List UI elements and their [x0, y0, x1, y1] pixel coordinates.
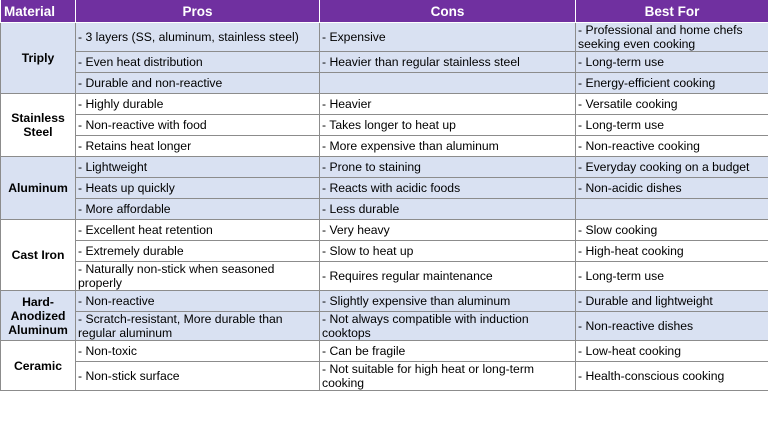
table-row: - Extremely durable - Slow to heat up - … — [1, 240, 768, 262]
cons-cell: - Slightly expensive than aluminum — [319, 290, 576, 312]
pros-cell: - Scratch-resistant, More durable than r… — [75, 311, 320, 341]
pros-cell: - Retains heat longer — [75, 135, 320, 157]
table-row: - Retains heat longer - More expensive t… — [1, 135, 768, 157]
cons-cell: - Prone to staining — [319, 156, 576, 178]
best-for-cell: - Energy-efficient cooking — [575, 72, 768, 94]
header-pros: Pros — [75, 0, 320, 23]
pros-cell: - Heats up quickly — [75, 177, 320, 199]
best-for-cell: - Durable and lightweight — [575, 290, 768, 312]
cons-cell: - Not suitable for high heat or long-ter… — [319, 361, 576, 391]
cons-cell: - Heavier than regular stainless steel — [319, 51, 576, 73]
header-best-for: Best For — [575, 0, 768, 23]
cons-cell: - Less durable — [319, 198, 576, 220]
cons-cell: - More expensive than aluminum — [319, 135, 576, 157]
material-cell: Stainless Steel — [0, 93, 76, 157]
cookware-comparison-table: Material Pros Cons Best For Triply - 3 l… — [0, 0, 768, 391]
table-row: - Naturally non-stick when seasoned prop… — [1, 261, 768, 291]
cons-cell: - Expensive — [319, 22, 576, 52]
pros-cell: - Extremely durable — [75, 240, 320, 262]
pros-cell: - Highly durable — [75, 93, 320, 115]
best-for-cell: - Non-reactive dishes — [575, 311, 768, 341]
best-for-cell: - Long-term use — [575, 261, 768, 291]
best-for-cell: - Non-acidic dishes — [575, 177, 768, 199]
pros-cell: - Non-reactive with food — [75, 114, 320, 136]
table-row: Hard-Anodized Aluminum - Non-reactive - … — [0, 290, 768, 341]
pros-cell: - Even heat distribution — [75, 51, 320, 73]
table-row: - Non-reactive with food - Takes longer … — [1, 114, 768, 136]
pros-cell: - Durable and non-reactive — [75, 72, 320, 94]
table-row: - More affordable - Less durable — [1, 198, 768, 220]
pros-cell: - More affordable — [75, 198, 320, 220]
material-cell: Hard-Anodized Aluminum — [0, 290, 76, 341]
cons-cell: - Takes longer to heat up — [319, 114, 576, 136]
material-cell: Ceramic — [0, 340, 76, 391]
cons-cell: - Not always compatible with induction c… — [319, 311, 576, 341]
cons-cell: - Reacts with acidic foods — [319, 177, 576, 199]
best-for-cell: - Versatile cooking — [575, 93, 768, 115]
cons-cell: - Heavier — [319, 93, 576, 115]
cons-cell: - Very heavy — [319, 219, 576, 241]
header-material: Material — [0, 0, 76, 23]
pros-cell: - Naturally non-stick when seasoned prop… — [75, 261, 320, 291]
table-row: Ceramic - Non-toxic - Can be fragile - L… — [0, 340, 768, 391]
table-row: - Durable and non-reactive - Energy-effi… — [1, 72, 768, 94]
best-for-cell: - Low-heat cooking — [575, 340, 768, 362]
pros-cell: - Non-reactive — [75, 290, 320, 312]
best-for-cell: - High-heat cooking — [575, 240, 768, 262]
table-row: Stainless Steel - Highly durable - Heavi… — [0, 93, 768, 157]
header-cons: Cons — [319, 0, 576, 23]
material-cell: Aluminum — [0, 156, 76, 220]
header-row: Material Pros Cons Best For — [0, 0, 768, 23]
pros-cell: - 3 layers (SS, aluminum, stainless stee… — [75, 22, 320, 52]
table-row: - Heats up quickly - Reacts with acidic … — [1, 177, 768, 199]
best-for-cell: - Non-reactive cooking — [575, 135, 768, 157]
best-for-cell: - Long-term use — [575, 51, 768, 73]
pros-cell: - Non-stick surface — [75, 361, 320, 391]
table-row: - Non-stick surface - Not suitable for h… — [1, 361, 768, 391]
table-row: Cast Iron - Excellent heat retention - V… — [0, 219, 768, 291]
table-row: Aluminum - Lightweight - Prone to staini… — [0, 156, 768, 220]
pros-cell: - Non-toxic — [75, 340, 320, 362]
cons-cell: - Slow to heat up — [319, 240, 576, 262]
pros-cell: - Excellent heat retention — [75, 219, 320, 241]
cons-cell: - Can be fragile — [319, 340, 576, 362]
best-for-cell: - Health-conscious cooking — [575, 361, 768, 391]
best-for-cell: - Long-term use — [575, 114, 768, 136]
best-for-cell: - Everyday cooking on a budget — [575, 156, 768, 178]
material-cell: Triply — [0, 22, 76, 94]
best-for-cell — [575, 198, 768, 220]
pros-cell: - Lightweight — [75, 156, 320, 178]
table-row: Triply - 3 layers (SS, aluminum, stainle… — [0, 22, 768, 94]
best-for-cell: - Slow cooking — [575, 219, 768, 241]
best-for-cell: - Professional and home chefs seeking ev… — [575, 22, 768, 52]
table-row: - Scratch-resistant, More durable than r… — [1, 311, 768, 341]
cons-cell — [319, 72, 576, 94]
cons-cell: - Requires regular maintenance — [319, 261, 576, 291]
table-row: - Even heat distribution - Heavier than … — [1, 51, 768, 73]
material-cell: Cast Iron — [0, 219, 76, 291]
